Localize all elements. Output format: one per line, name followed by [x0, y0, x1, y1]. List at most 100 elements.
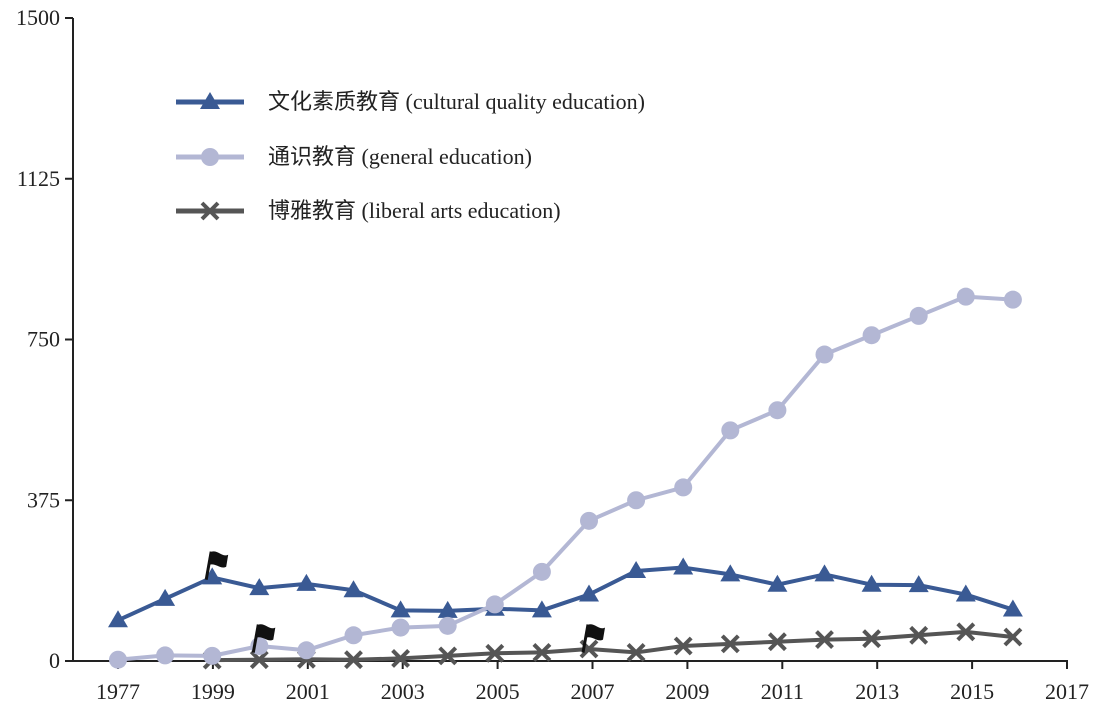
x-marker: [626, 643, 646, 662]
flag-icon: [251, 624, 276, 653]
x-marker-stroke: [485, 643, 505, 663]
flag-pole: [204, 551, 213, 580]
circle-marker: [815, 345, 834, 364]
triangle-marker: [861, 574, 882, 592]
x-marker: [391, 649, 411, 668]
series-x: [202, 622, 1023, 670]
circle-marker: [201, 148, 219, 166]
y-tick-label: 750: [27, 327, 60, 352]
x-marker: [438, 646, 458, 666]
legend: 文化素质教育 (cultural quality education) 通识教育 …: [176, 89, 645, 223]
series-triangle: [108, 557, 1023, 628]
x-marker-stroke: [579, 639, 599, 659]
x-marker: [344, 650, 363, 670]
x-marker: [909, 625, 929, 645]
circle-marker: [909, 306, 928, 325]
circle-marker: [721, 421, 740, 440]
triangle-marker: [531, 600, 552, 618]
y-ticks: 0 375 750 1125 1500: [16, 5, 73, 673]
circle-marker: [862, 326, 881, 345]
circle-marker: [391, 618, 410, 637]
circle-marker: [109, 650, 127, 669]
x-marker: [200, 201, 220, 221]
series-circle: [109, 287, 1022, 669]
x-ticks: 1977 1999 2001 2003 2005 2007 2009 2011 2013 2015…: [96, 661, 1089, 704]
x-marker-stroke: [720, 634, 740, 654]
x-marker-stroke: [909, 625, 929, 645]
circle-marker: [1003, 290, 1022, 309]
x-marker-stroke: [862, 629, 882, 649]
triangle-marker: [202, 567, 223, 585]
series-layer: [108, 287, 1023, 670]
triangle-marker: [579, 584, 599, 602]
series-line: [212, 629, 1014, 663]
y-tick-label: 1125: [17, 166, 60, 191]
circle-marker: [297, 641, 316, 660]
legend-item: 博雅教育 (liberal arts education): [176, 198, 561, 223]
legend-label: 博雅教育 (liberal arts education): [268, 198, 561, 223]
triangle-marker: [343, 580, 364, 598]
x-marker-stroke: [344, 650, 363, 670]
x-marker: [485, 643, 505, 663]
x-tick-label: 2005: [476, 679, 520, 704]
legend-label: 通识教育 (general education): [268, 144, 532, 169]
x-marker-stroke: [200, 201, 220, 221]
triangle-marker: [908, 575, 929, 593]
x-marker-stroke: [626, 643, 646, 662]
triangle-marker: [249, 578, 270, 596]
circle-marker: [156, 646, 175, 665]
flag-pole: [581, 624, 590, 653]
flag-cloth: [256, 624, 276, 641]
x-tick-label: 1999: [191, 679, 235, 704]
y-tick-label: 0: [49, 648, 60, 673]
y-tick-label: 1500: [16, 5, 60, 30]
x-tick-label: 2003: [381, 679, 425, 704]
annotation-layer: [204, 551, 605, 653]
triangle-marker: [1002, 599, 1023, 617]
circle-marker: [203, 646, 222, 665]
triangle-marker: [296, 573, 317, 591]
circle-marker: [580, 511, 598, 530]
series-line: [117, 294, 1014, 662]
x-marker: [720, 634, 740, 654]
triangle-marker: [155, 588, 176, 606]
x-marker-stroke: [391, 649, 411, 668]
x-marker-stroke: [438, 646, 458, 666]
triangle-marker: [767, 574, 788, 592]
circle-marker: [956, 287, 975, 306]
x-marker-stroke: [673, 636, 693, 656]
flag-cloth: [586, 624, 605, 641]
legend-label: 文化素质教育 (cultural quality education): [268, 89, 645, 114]
triangle-marker: [390, 600, 411, 618]
x-marker-stroke: [815, 630, 834, 649]
circle-marker: [485, 595, 504, 614]
x-tick-label: 2001: [286, 679, 330, 704]
x-marker: [767, 632, 787, 652]
triangle-marker: [108, 610, 128, 628]
series-line: [117, 565, 1014, 623]
x-marker: [532, 643, 552, 662]
x-marker-stroke: [1003, 627, 1023, 647]
legend-item: 通识教育 (general education): [176, 144, 532, 169]
circle-marker: [438, 616, 457, 635]
triangle-marker: [200, 92, 220, 109]
triangle-marker: [626, 560, 647, 578]
legend-item: 文化素质教育 (cultural quality education): [176, 89, 645, 114]
x-tick-label: 2007: [571, 679, 615, 704]
flag-pole: [251, 624, 260, 653]
x-tick-label: 2017: [1045, 679, 1089, 704]
circle-marker: [532, 562, 551, 581]
x-marker: [815, 630, 834, 649]
x-tick-label: 2009: [665, 679, 709, 704]
x-tick-label: 2015: [950, 679, 994, 704]
triangle-marker: [673, 557, 694, 575]
triangle-marker: [720, 564, 741, 582]
circle-marker: [627, 491, 646, 510]
x-tick-label: 2013: [855, 679, 899, 704]
x-tick-label: 2011: [761, 679, 804, 704]
x-marker: [673, 636, 693, 656]
triangle-marker: [814, 564, 835, 582]
circle-marker: [768, 401, 787, 420]
flag-icon: [204, 551, 229, 580]
